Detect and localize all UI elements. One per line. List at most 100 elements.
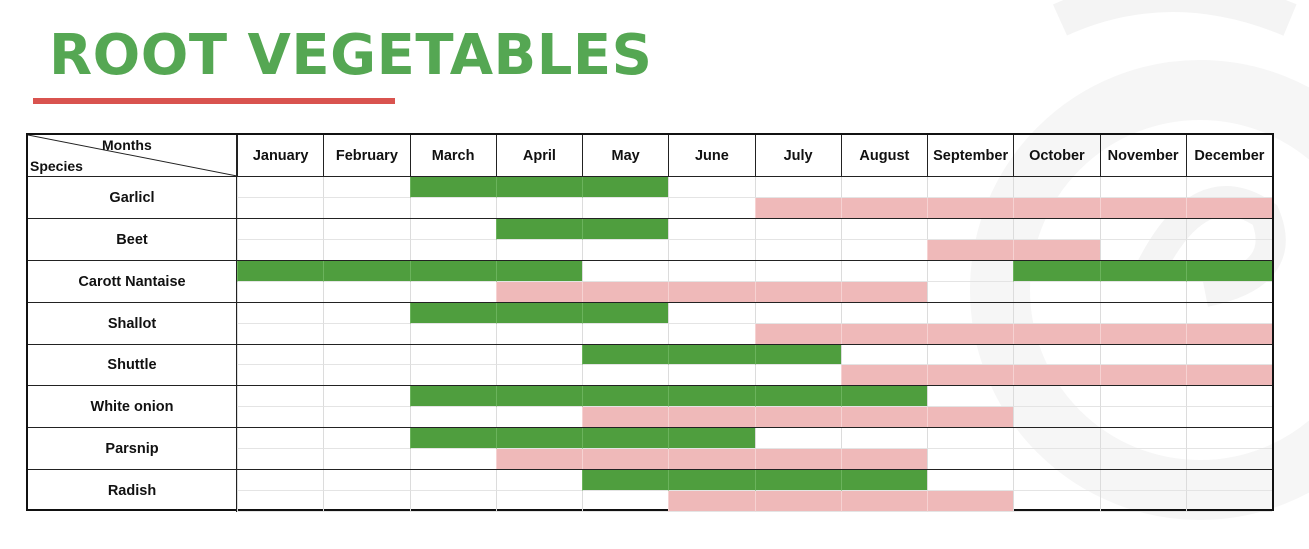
harvest-cell-beet-september	[927, 239, 1014, 261]
sowing-cell-shuttle-may	[582, 344, 669, 366]
sowing-cell-white-onion-june	[668, 386, 755, 408]
month-header-august: August	[840, 135, 927, 176]
sowing-cell-parsnip-july	[754, 428, 841, 450]
sowing-cell-shuttle-september	[927, 344, 1014, 366]
sowing-cell-shuttle-october	[1013, 344, 1100, 366]
month-header-october: October	[1013, 135, 1099, 176]
harvest-cell-shallot-april	[495, 323, 582, 345]
month-header-december: December	[1185, 135, 1272, 176]
harvest-cell-carott-nantaise-march	[409, 281, 496, 303]
harvest-cell-beet-october	[1013, 239, 1100, 261]
sowing-cell-shallot-september	[927, 302, 1014, 324]
harvest-cell-shuttle-august	[840, 365, 927, 387]
sowing-cell-white-onion-april	[495, 386, 582, 408]
species-row-divider	[28, 427, 1272, 429]
sowing-cell-parsnip-december	[1185, 428, 1272, 450]
harvest-cell-carott-nantaise-august	[840, 281, 927, 303]
harvest-cell-radish-september	[927, 491, 1014, 512]
sowing-cell-beet-may	[582, 218, 669, 240]
sowing-cell-shallot-april	[495, 302, 582, 324]
harvest-cell-garlicl-march	[409, 197, 496, 219]
harvest-cell-parsnip-march	[409, 449, 496, 471]
harvest-cell-carott-nantaise-april	[495, 281, 582, 303]
sowing-cell-garlicl-october	[1013, 177, 1100, 198]
sowing-cell-carott-nantaise-august	[840, 260, 927, 282]
sowing-cell-garlicl-may	[582, 177, 669, 198]
sowing-cell-shuttle-july	[754, 344, 841, 366]
species-label-white-onion: White onion	[28, 386, 237, 429]
sowing-cell-white-onion-march	[409, 386, 496, 408]
species-row-divider	[28, 259, 1272, 261]
harvest-cell-parsnip-june	[668, 449, 755, 471]
month-header-may: May	[582, 135, 668, 176]
harvest-cell-beet-february	[323, 239, 410, 261]
sowing-cell-shallot-january	[237, 302, 324, 324]
harvest-cell-beet-july	[754, 239, 841, 261]
harvest-cell-beet-january	[237, 239, 324, 261]
harvest-cell-parsnip-may	[582, 449, 669, 471]
species-label-shallot: Shallot	[28, 302, 237, 345]
species-row-divider	[28, 301, 1272, 303]
harvest-cell-shallot-february	[323, 323, 410, 345]
sowing-cell-white-onion-january	[237, 386, 324, 408]
sowing-cell-carott-nantaise-may	[582, 260, 669, 282]
harvest-cell-beet-november	[1099, 239, 1186, 261]
harvest-cell-shuttle-november	[1099, 365, 1186, 387]
harvest-cell-white-onion-february	[323, 407, 410, 429]
species-row-divider	[28, 217, 1272, 219]
harvest-cell-parsnip-april	[495, 449, 582, 471]
harvest-cell-beet-may	[582, 239, 669, 261]
harvest-cell-shallot-july	[754, 323, 841, 345]
harvest-cell-shuttle-july	[754, 365, 841, 387]
harvest-cell-white-onion-october	[1013, 407, 1100, 429]
sowing-cell-radish-june	[668, 470, 755, 492]
species-label-parsnip: Parsnip	[28, 428, 237, 471]
sowing-cell-garlicl-august	[840, 177, 927, 198]
harvest-cell-garlicl-may	[582, 197, 669, 219]
sowing-cell-white-onion-december	[1185, 386, 1272, 408]
harvest-cell-white-onion-june	[668, 407, 755, 429]
sowing-cell-carott-nantaise-november	[1099, 260, 1186, 282]
harvest-cell-beet-august	[840, 239, 927, 261]
harvest-cell-shallot-september	[927, 323, 1014, 345]
harvest-cell-beet-march	[409, 239, 496, 261]
header-divider	[28, 176, 1272, 177]
sowing-cell-beet-march	[409, 218, 496, 240]
harvest-cell-radish-august	[840, 491, 927, 512]
species-label-beet: Beet	[28, 218, 237, 261]
sowing-cell-parsnip-october	[1013, 428, 1100, 450]
sowing-cell-shallot-october	[1013, 302, 1100, 324]
harvest-cell-white-onion-april	[495, 407, 582, 429]
harvest-cell-radish-february	[323, 491, 410, 512]
sowing-cell-shallot-november	[1099, 302, 1186, 324]
harvest-cell-carott-nantaise-november	[1099, 281, 1186, 303]
sowing-cell-carott-nantaise-june	[668, 260, 755, 282]
sowing-cell-radish-september	[927, 470, 1014, 492]
sowing-cell-parsnip-january	[237, 428, 324, 450]
harvest-cell-white-onion-november	[1099, 407, 1186, 429]
harvest-cell-parsnip-december	[1185, 449, 1272, 471]
sowing-cell-beet-january	[237, 218, 324, 240]
harvest-cell-shallot-november	[1099, 323, 1186, 345]
sowing-cell-shallot-june	[668, 302, 755, 324]
harvest-cell-white-onion-december	[1185, 407, 1272, 429]
harvest-cell-beet-december	[1185, 239, 1272, 261]
sowing-cell-white-onion-october	[1013, 386, 1100, 408]
harvest-cell-radish-november	[1099, 491, 1186, 512]
harvest-cell-shallot-january	[237, 323, 324, 345]
harvest-cell-garlicl-december	[1185, 197, 1272, 219]
harvest-cell-parsnip-october	[1013, 449, 1100, 471]
sowing-cell-parsnip-june	[668, 428, 755, 450]
sowing-cell-beet-july	[754, 218, 841, 240]
sowing-cell-radish-february	[323, 470, 410, 492]
month-header-june: June	[668, 135, 754, 176]
sowing-cell-garlicl-april	[495, 177, 582, 198]
sowing-cell-shuttle-june	[668, 344, 755, 366]
harvest-cell-carott-nantaise-may	[582, 281, 669, 303]
harvest-cell-garlicl-september	[927, 197, 1014, 219]
harvest-cell-garlicl-october	[1013, 197, 1100, 219]
sowing-cell-shuttle-january	[237, 344, 324, 366]
sowing-cell-garlicl-september	[927, 177, 1014, 198]
harvest-cell-garlicl-june	[668, 197, 755, 219]
harvest-cell-parsnip-july	[754, 449, 841, 471]
